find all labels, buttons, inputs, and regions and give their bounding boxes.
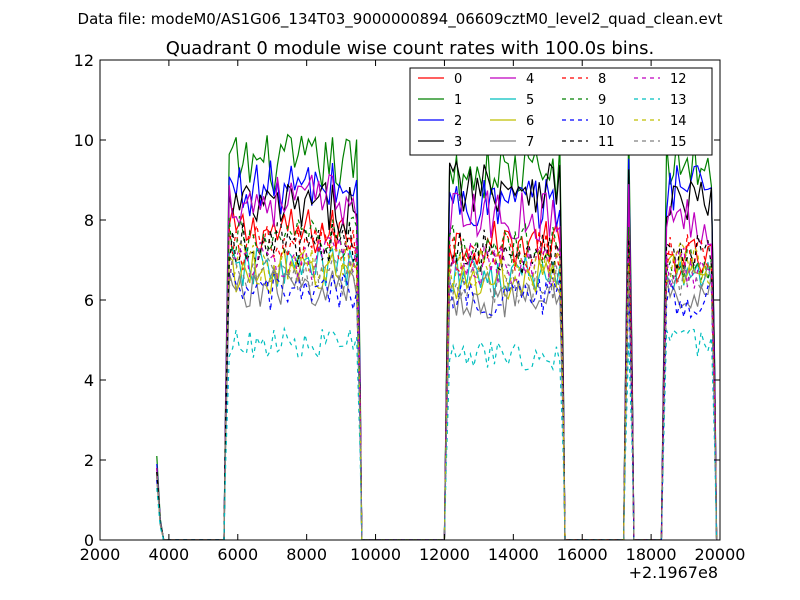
series-layer [156, 130, 718, 540]
legend-label-11: 11 [598, 135, 615, 150]
chart-title: Quadrant 0 module wise count rates with … [166, 38, 655, 59]
series-line-2 [156, 158, 718, 540]
legend-label-14: 14 [670, 114, 687, 129]
series-line-14 [156, 240, 718, 540]
x-tick-label: 20000 [695, 545, 746, 564]
ticks-layer: 2000 4000 6000 8000 10000 12000 14000 16000 1800… [74, 51, 746, 564]
series-line-3 [156, 159, 718, 540]
y-tick-label: 6 [84, 291, 94, 310]
x-tick-label: 6000 [217, 545, 258, 564]
legend-label-5: 5 [526, 93, 534, 108]
series-line-1 [156, 130, 718, 540]
series-line-8 [156, 225, 718, 540]
series-line-9 [156, 215, 718, 540]
legend-label-0: 0 [454, 72, 462, 87]
series-line-7 [156, 268, 718, 540]
y-tick-label: 0 [84, 531, 94, 550]
x-tick-label: 16000 [557, 545, 608, 564]
legend-label-13: 13 [670, 93, 687, 108]
series-line-0 [156, 201, 718, 540]
legend-label-9: 9 [598, 93, 606, 108]
y-tick-label: 8 [84, 211, 94, 230]
legend-label-10: 10 [598, 114, 615, 129]
x-offset-label: +2.1967e8 [629, 563, 718, 582]
legend-label-15: 15 [670, 135, 687, 150]
legend-label-4: 4 [526, 72, 534, 87]
series-line-4 [156, 173, 718, 540]
legend-label-2: 2 [454, 114, 462, 129]
y-tick-label: 10 [74, 131, 94, 150]
x-tick-label: 12000 [419, 545, 470, 564]
legend-label-8: 8 [598, 72, 606, 87]
legend-label-7: 7 [526, 135, 534, 150]
y-tick-label: 4 [84, 371, 94, 390]
legend-label-1: 1 [454, 93, 462, 108]
suptitle: Data file: modeM0/AS1G06_134T03_90000008… [78, 10, 723, 29]
y-tick-label: 2 [84, 451, 94, 470]
legend-box [409, 67, 713, 156]
series-line-15 [156, 254, 718, 540]
series-line-5 [156, 245, 718, 540]
x-tick-label: 2000 [80, 545, 121, 564]
x-tick-label: 10000 [350, 545, 401, 564]
y-tick-label: 12 [74, 51, 94, 70]
series-line-6 [156, 249, 718, 540]
series-line-10 [156, 271, 718, 540]
legend-label-12: 12 [670, 72, 687, 87]
x-tick-label: 4000 [149, 545, 190, 564]
series-line-12 [156, 237, 718, 540]
x-tick-label: 8000 [286, 545, 327, 564]
series-line-11 [156, 221, 718, 540]
legend-label-3: 3 [454, 135, 462, 150]
x-tick-label: 14000 [488, 545, 539, 564]
legend-label-6: 6 [526, 114, 534, 129]
x-tick-label: 18000 [626, 545, 677, 564]
